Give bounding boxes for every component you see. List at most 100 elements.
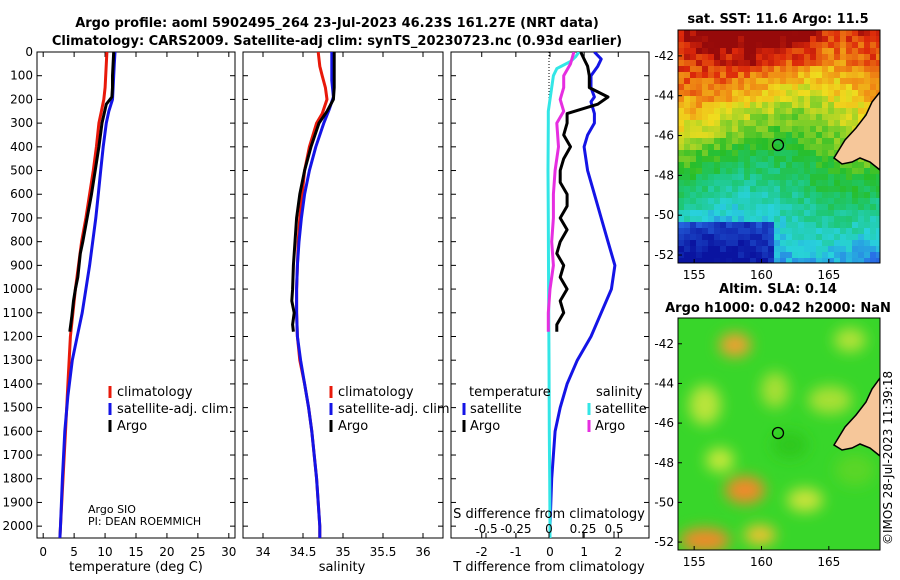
sst-cell	[846, 198, 852, 204]
sst-cell	[756, 54, 762, 60]
sst-cell	[702, 96, 708, 102]
sst-cell	[870, 204, 876, 210]
sst-cell	[690, 126, 696, 132]
sst-cell	[792, 78, 798, 84]
sst-cell	[870, 72, 876, 78]
sst-cell	[798, 240, 804, 246]
sst-cell	[690, 174, 696, 180]
legend-label-s-satellite: satellite	[595, 402, 647, 417]
sst-cell	[726, 204, 732, 210]
sst-cell	[750, 222, 756, 228]
sst-cell	[714, 108, 720, 114]
sst-cell	[828, 102, 834, 108]
sst-cell	[726, 138, 732, 144]
sst-cell	[834, 60, 840, 66]
sst-cell	[804, 138, 810, 144]
y-tick-label: 800	[10, 235, 33, 249]
sst-cell	[840, 60, 846, 66]
sst-cell	[822, 216, 828, 222]
sst-cell	[828, 114, 834, 120]
sst-cell	[864, 186, 870, 192]
sst-cell	[684, 72, 690, 78]
y-tick-label: 1300	[2, 353, 33, 367]
sst-cell	[762, 42, 768, 48]
sst-cell	[846, 60, 852, 66]
sst-cell	[846, 96, 852, 102]
sst-cell	[846, 120, 852, 126]
sst-cell	[876, 30, 880, 36]
sst-cell	[828, 138, 834, 144]
sst-cell	[798, 126, 804, 132]
sst-cell	[792, 216, 798, 222]
sst-cell	[768, 60, 774, 66]
sst-cell	[720, 108, 726, 114]
sst-cell	[822, 174, 828, 180]
sst-cell	[678, 132, 684, 138]
sst-cell	[810, 54, 816, 60]
sst-cell	[702, 36, 708, 42]
sst-cell	[852, 108, 858, 114]
sst-cell	[750, 162, 756, 168]
sst-cell	[804, 144, 810, 150]
sst-cell	[738, 228, 744, 234]
sst-cell	[756, 108, 762, 114]
sst-cell	[774, 78, 780, 84]
sst-cell	[702, 180, 708, 186]
sst-cell	[786, 198, 792, 204]
sst-cell	[822, 150, 828, 156]
sst-cell	[792, 228, 798, 234]
sst-cell	[768, 30, 774, 36]
sst-cell	[726, 90, 732, 96]
sst-cell	[768, 222, 774, 228]
sst-cell	[714, 144, 720, 150]
sst-cell	[702, 42, 708, 48]
sst-cell	[690, 258, 696, 263]
legend-label-t-satellite: satellite	[470, 402, 522, 417]
temperature-legend: climatology satellite-adj. clim. Argo	[108, 385, 233, 434]
sst-cell	[696, 120, 702, 126]
sst-cell	[792, 198, 798, 204]
sst-cell	[732, 234, 738, 240]
sst-cell	[708, 108, 714, 114]
sst-cell	[780, 36, 786, 42]
sst-cell	[864, 168, 870, 174]
sst-cell	[786, 204, 792, 210]
sst-cell	[846, 108, 852, 114]
sst-cell	[702, 48, 708, 54]
sst-cell	[816, 132, 822, 138]
sst-cell	[774, 150, 780, 156]
sst-cell	[684, 90, 690, 96]
sst-cell	[684, 222, 690, 228]
sst-cell	[750, 84, 756, 90]
sst-cell	[858, 186, 864, 192]
sst-cell	[678, 162, 684, 168]
legend-label-argo: Argo	[338, 419, 368, 434]
sst-cell	[702, 126, 708, 132]
sst-cell	[762, 258, 768, 263]
sst-cell	[708, 138, 714, 144]
sst-cell	[816, 54, 822, 60]
sst-cell	[756, 162, 762, 168]
sst-cell	[684, 96, 690, 102]
sst-cell	[852, 90, 858, 96]
sst-cell	[720, 198, 726, 204]
sst-cell	[780, 174, 786, 180]
sst-cell	[780, 126, 786, 132]
sst-cell	[864, 216, 870, 222]
sst-cell	[846, 228, 852, 234]
sst-cell	[786, 108, 792, 114]
sst-cell	[696, 96, 702, 102]
sst-cell	[768, 54, 774, 60]
sst-cell	[702, 72, 708, 78]
sst-cell	[768, 186, 774, 192]
sst-cell	[750, 150, 756, 156]
sst-cell	[780, 66, 786, 72]
sst-cell	[774, 120, 780, 126]
sst-cell	[744, 222, 750, 228]
sst-cell	[816, 234, 822, 240]
sst-cell	[732, 258, 738, 263]
sst-cell	[684, 54, 690, 60]
map-y-tick-label: -44	[654, 89, 674, 103]
sst-cell	[840, 72, 846, 78]
sst-cell	[816, 186, 822, 192]
